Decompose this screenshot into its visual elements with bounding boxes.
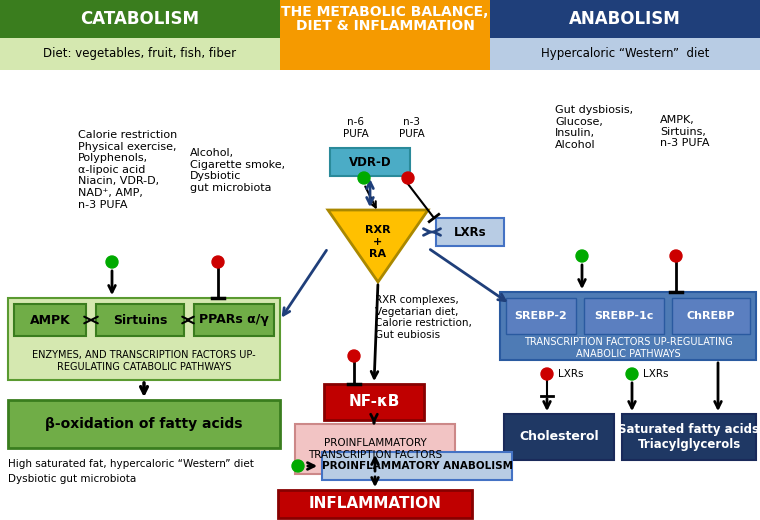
- FancyBboxPatch shape: [504, 414, 614, 460]
- Text: VDR-D: VDR-D: [349, 155, 391, 168]
- Circle shape: [106, 256, 118, 268]
- Text: DIET & INFLAMMATION: DIET & INFLAMMATION: [296, 19, 474, 33]
- Circle shape: [576, 250, 588, 262]
- FancyBboxPatch shape: [490, 38, 760, 70]
- FancyBboxPatch shape: [14, 304, 86, 336]
- Text: High saturated fat, hypercaloric “Western” diet: High saturated fat, hypercaloric “Wester…: [8, 459, 254, 469]
- FancyBboxPatch shape: [324, 384, 424, 420]
- Text: AMPK,
Sirtuins,
n-3 PUFA: AMPK, Sirtuins, n-3 PUFA: [660, 115, 710, 148]
- Text: PROINFLAMMATORY ANABOLISM: PROINFLAMMATORY ANABOLISM: [321, 461, 512, 471]
- Circle shape: [358, 172, 370, 184]
- Circle shape: [402, 172, 414, 184]
- FancyBboxPatch shape: [622, 414, 756, 460]
- FancyBboxPatch shape: [280, 0, 490, 38]
- Text: SREBP-2: SREBP-2: [515, 311, 568, 321]
- Text: LXRs: LXRs: [558, 369, 584, 379]
- Circle shape: [670, 250, 682, 262]
- Text: n-3
PUFA: n-3 PUFA: [399, 117, 425, 139]
- Text: Alcohol,
Cigarette smoke,
Dysbiotic
gut microbiota: Alcohol, Cigarette smoke, Dysbiotic gut …: [190, 148, 285, 193]
- Text: Dysbiotic gut microbiota: Dysbiotic gut microbiota: [8, 474, 136, 484]
- Text: β-oxidation of fatty acids: β-oxidation of fatty acids: [46, 417, 242, 431]
- Text: Hypercaloric “Western”  diet: Hypercaloric “Western” diet: [541, 47, 709, 60]
- FancyBboxPatch shape: [500, 292, 756, 360]
- Text: INFLAMMATION: INFLAMMATION: [309, 497, 442, 512]
- Text: RXR
+
RA: RXR + RA: [366, 225, 391, 258]
- Circle shape: [626, 368, 638, 380]
- Text: CATABOLISM: CATABOLISM: [81, 10, 199, 28]
- Text: THE METABOLIC BALANCE,: THE METABOLIC BALANCE,: [281, 5, 489, 19]
- FancyBboxPatch shape: [672, 298, 750, 334]
- FancyBboxPatch shape: [322, 452, 512, 480]
- Text: Diet: vegetables, fruit, fish, fiber: Diet: vegetables, fruit, fish, fiber: [43, 47, 236, 60]
- FancyBboxPatch shape: [280, 38, 490, 70]
- FancyBboxPatch shape: [295, 424, 455, 474]
- Text: TRANSCRIPTION FACTORS UP-REGULATING
ANABOLIC PATHWAYS: TRANSCRIPTION FACTORS UP-REGULATING ANAB…: [524, 337, 733, 359]
- Text: ChREBP: ChREBP: [687, 311, 736, 321]
- Text: ANABOLISM: ANABOLISM: [569, 10, 681, 28]
- FancyBboxPatch shape: [584, 298, 664, 334]
- FancyBboxPatch shape: [194, 304, 274, 336]
- Polygon shape: [328, 210, 428, 282]
- FancyBboxPatch shape: [436, 218, 504, 246]
- Text: PROINFLAMMATORY
TRANSCRIPTION FACTORS: PROINFLAMMATORY TRANSCRIPTION FACTORS: [308, 438, 442, 460]
- Circle shape: [212, 256, 224, 268]
- Text: Cholesterol: Cholesterol: [519, 431, 599, 444]
- Text: Sirtuins: Sirtuins: [112, 314, 167, 327]
- FancyBboxPatch shape: [330, 148, 410, 176]
- Text: LXRs: LXRs: [454, 226, 486, 239]
- Text: Gut dysbiosis,
Glucose,
Insulin,
Alcohol: Gut dysbiosis, Glucose, Insulin, Alcohol: [555, 105, 633, 150]
- Text: RXR complexes,
Vegetarian diet,
Calorie restriction,
Gut eubiosis: RXR complexes, Vegetarian diet, Calorie …: [375, 295, 472, 340]
- FancyBboxPatch shape: [490, 0, 760, 38]
- FancyBboxPatch shape: [506, 298, 576, 334]
- Text: PPARs α/γ: PPARs α/γ: [199, 314, 269, 327]
- Text: Saturated fatty acids
Triacylglycerols: Saturated fatty acids Triacylglycerols: [619, 423, 759, 451]
- Circle shape: [292, 460, 304, 472]
- FancyBboxPatch shape: [0, 38, 280, 70]
- Text: ENZYMES, AND TRANSCRIPTION FACTORS UP-
REGULATING CATABOLIC PATHWAYS: ENZYMES, AND TRANSCRIPTION FACTORS UP- R…: [32, 350, 256, 372]
- Text: SREBP-1c: SREBP-1c: [594, 311, 654, 321]
- Text: AMPK: AMPK: [30, 314, 71, 327]
- Text: Calorie restriction
Physical exercise,
Polyphenols,
α-lipoic acid
Niacin, VDR-D,: Calorie restriction Physical exercise, P…: [78, 130, 177, 210]
- FancyBboxPatch shape: [96, 304, 184, 336]
- Circle shape: [541, 368, 553, 380]
- FancyBboxPatch shape: [8, 400, 280, 448]
- FancyBboxPatch shape: [278, 490, 472, 518]
- Circle shape: [348, 350, 360, 362]
- FancyBboxPatch shape: [8, 298, 280, 380]
- Text: LXRs: LXRs: [643, 369, 669, 379]
- Text: n-6
PUFA: n-6 PUFA: [343, 117, 369, 139]
- Text: NF-κB: NF-κB: [348, 395, 400, 410]
- FancyBboxPatch shape: [0, 0, 280, 38]
